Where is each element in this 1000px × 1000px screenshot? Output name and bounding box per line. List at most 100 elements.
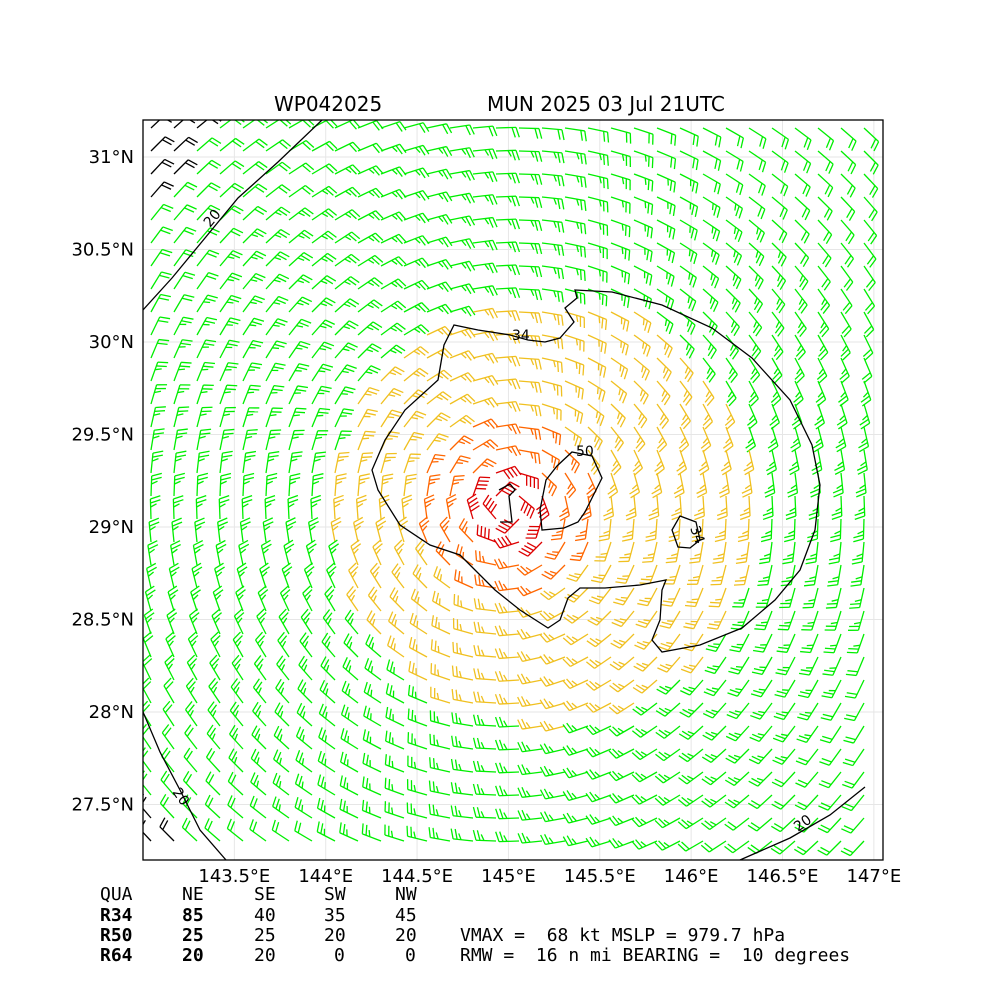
- wind-barb: [450, 805, 474, 819]
- wind-barb: [856, 449, 868, 475]
- contour-label-34: 34: [512, 328, 530, 344]
- wind-barb: [609, 679, 635, 693]
- wind-barb: [840, 288, 853, 315]
- wind-barb: [406, 779, 428, 796]
- contour-34-small: [671, 515, 701, 549]
- wind-barb: [735, 541, 750, 565]
- wind-barb: [265, 273, 290, 290]
- wind-barb: [426, 145, 453, 157]
- table-cell: 25: [254, 925, 276, 946]
- wind-barb: [150, 203, 174, 221]
- wind-barb: [196, 316, 218, 336]
- wind-barb: [288, 318, 312, 336]
- wind-barb: [391, 563, 405, 589]
- wind-barb: [472, 476, 491, 497]
- wind-barb: [724, 817, 750, 831]
- wind-barb: [518, 426, 542, 440]
- wind-barb: [516, 628, 543, 640]
- wind-barb: [771, 127, 790, 150]
- wind-barb: [610, 242, 631, 261]
- wind-barb: [302, 585, 313, 612]
- wind-barb: [750, 679, 773, 698]
- wind-barb: [661, 587, 681, 607]
- wind-barb: [680, 679, 704, 696]
- wind-barb: [334, 164, 361, 175]
- wind-barb: [403, 279, 430, 291]
- wind-barb: [820, 702, 842, 721]
- wind-barb: [598, 518, 612, 542]
- axis-ticks: 143.5°E 144°E 144.5°E 145°E 145.5°E 146°E 146.…: [71, 147, 901, 887]
- wind-barb: [219, 294, 242, 313]
- wind-barb: [564, 334, 585, 352]
- wind-barb: [828, 541, 842, 565]
- wind-barb: [700, 840, 727, 853]
- x-tick-label: 144°E: [298, 866, 353, 887]
- wind-barb: [757, 564, 773, 587]
- wind-barb: [658, 633, 681, 651]
- wind-barb: [794, 242, 810, 267]
- wind-barb: [208, 677, 221, 704]
- wind-barb: [518, 265, 543, 278]
- wind-barb: [449, 414, 475, 428]
- wind-barb: [633, 242, 653, 262]
- wind-barb: [632, 679, 658, 694]
- wind-barb: [288, 472, 301, 497]
- wind-barb: [482, 494, 498, 520]
- wind-barb: [845, 656, 865, 677]
- wind-barb: [161, 724, 175, 750]
- wind-barb: [305, 539, 317, 566]
- wind-barb: [817, 173, 834, 198]
- wind-barb: [633, 150, 654, 169]
- wind-barb: [563, 610, 589, 624]
- wind-barb: [170, 540, 181, 566]
- table-cell: 40: [254, 905, 276, 926]
- wind-barb: [357, 277, 384, 290]
- wind-barb: [741, 472, 753, 498]
- wind-barb: [585, 724, 612, 736]
- contour-20-nw: [143, 120, 323, 311]
- wind-barb: [585, 814, 612, 825]
- wind-barb: [518, 449, 541, 465]
- wind-barb: [296, 702, 313, 727]
- wind-barb: [271, 819, 290, 842]
- wind-barb: [472, 125, 498, 137]
- wind-barb: [227, 795, 244, 819]
- wind-barb: [472, 714, 497, 727]
- wind-barb: [633, 357, 650, 381]
- table-cell: 0: [334, 945, 345, 966]
- wind-barb: [794, 173, 811, 197]
- wind-barb: [762, 495, 774, 521]
- wind-barb: [747, 794, 773, 810]
- wind-barb: [194, 517, 206, 543]
- wind-barb: [858, 426, 870, 453]
- wind-barb: [426, 281, 453, 293]
- wind-barb: [334, 298, 360, 313]
- table-header-se: SE: [254, 884, 276, 905]
- wind-barb: [517, 696, 543, 708]
- wind-barb: [164, 654, 175, 681]
- wind-barb: [618, 541, 635, 563]
- wind-barb: [631, 748, 658, 761]
- wind-barb: [473, 691, 497, 704]
- wind-barb: [334, 141, 361, 153]
- wind-barb: [610, 311, 630, 332]
- wind-barb: [702, 150, 722, 171]
- wind-barb: [219, 450, 233, 474]
- wind-barb: [702, 127, 722, 148]
- table-cell: 20: [395, 925, 417, 946]
- wind-barb: [587, 150, 609, 166]
- wind-barb: [540, 834, 566, 845]
- wind-barb: [209, 654, 221, 681]
- wind-barb: [610, 265, 631, 285]
- wind-barb: [840, 265, 854, 291]
- wind-barb: [143, 700, 152, 727]
- wind-barb: [795, 771, 819, 788]
- contour-label-20-nw: 20: [201, 207, 225, 231]
- wind-barb: [165, 631, 176, 658]
- wind-barb: [196, 120, 222, 129]
- wind-barb: [585, 656, 612, 669]
- wind-barb: [472, 418, 499, 430]
- wind-barb: [564, 173, 587, 188]
- wind-barb: [817, 334, 829, 361]
- wind-barb: [219, 428, 235, 451]
